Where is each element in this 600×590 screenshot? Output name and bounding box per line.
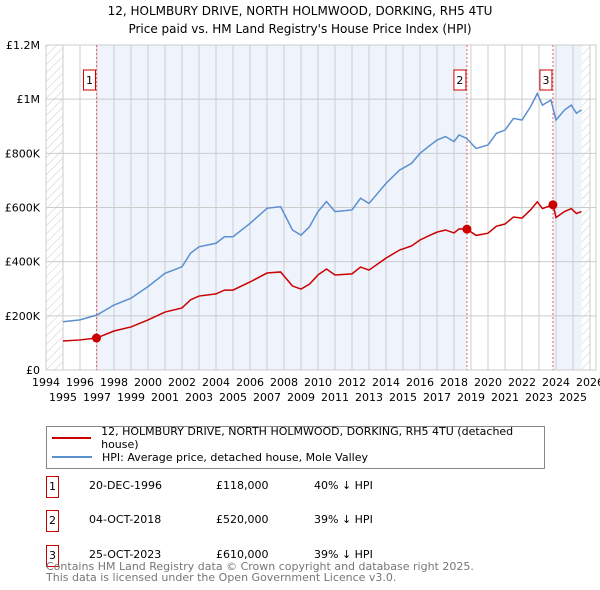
footer: Contains HM Land Registry data © Crown c… [46,561,474,583]
price-chart: 1994 1995 1996 1997 1998 1999 2000 2001 2002 2003… [5,39,600,404]
legend-label: 12, HOLMBURY DRIVE, NORTH HOLMWOOD, DORK… [101,425,514,451]
y-tick-label: £400K [5,256,41,269]
legend: 12, HOLMBURY DRIVE, NORTH HOLMWOOD, DORK… [46,425,545,469]
x-tick-label: 2014 [372,376,400,389]
x-tick-label: 2005 [219,391,247,404]
transaction-price: £118,000 [216,479,269,492]
transaction-row: 3 25-OCT-2023 £610,000 39% ↓ HPI [46,545,546,567]
y-tick-label: £200K [5,310,41,323]
x-tick-label: 2016 [406,376,434,389]
legend-item-hpi: HPI: Average price, detached house, Mole… [52,449,368,465]
x-tick-label: 2015 [389,391,417,404]
sale-point [91,333,101,343]
sale-label-box [453,69,467,91]
legend-item-property: 12, HOLMBURY DRIVE, NORTH HOLMWOOD, DORK… [52,425,544,451]
x-tick-label: 2024 [542,376,570,389]
x-tick-label: 2021 [491,391,519,404]
legend-label: HPI: Average price, detached house, Mole… [102,450,368,464]
x-tick-label: 2010 [304,376,332,389]
x-tick-label: 2009 [287,391,315,404]
footer-licence: This data is licensed under the Open Gov… [46,571,397,584]
transaction-price: £520,000 [216,513,269,526]
x-tick-label: 1994 [32,376,60,389]
chart-subtitle: Price paid vs. HM Land Registry's House … [128,22,472,36]
transaction-price: £610,000 [216,548,269,561]
x-tick-label: 2008 [270,376,298,389]
y-tick-label: £800K [5,147,41,160]
x-tick-label: 2000 [134,376,162,389]
chart-title: 12, HOLMBURY DRIVE, NORTH HOLMWOOD, DORK… [107,4,493,18]
transaction-row: 1 20-DEC-1996 £118,000 40% ↓ HPI [46,476,546,498]
x-tick-label: 1997 [83,391,111,404]
x-tick-label: 1998 [100,376,128,389]
sale-label: 1 [86,74,93,87]
series-line [62,91,582,323]
y-tick-label: £0 [26,364,40,377]
series-line [62,200,582,342]
transaction-row: 2 04-OCT-2018 £520,000 39% ↓ HPI [46,510,546,532]
transaction-hpi: 39% ↓ HPI [314,548,373,561]
x-tick-label: 2012 [338,376,366,389]
x-tick-label: 2022 [508,376,536,389]
x-tick-label: 1995 [49,391,77,404]
sale-point [462,224,472,234]
x-tick-label: 2019 [457,391,485,404]
sale-label-box [539,69,553,91]
transaction-date: 25-OCT-2023 [89,548,162,561]
legend-swatch-red [52,437,92,439]
footer-copyright: Contains HM Land Registry data © Crown c… [46,560,474,573]
transaction-badge: 2 [46,510,59,532]
transaction-hpi: 39% ↓ HPI [314,513,373,526]
x-tick-label: 1999 [117,391,145,404]
transaction-badge: 3 [46,545,59,567]
transaction-hpi: 40% ↓ HPI [314,479,373,492]
x-tick-label: 2026 [576,376,600,389]
x-tick-label: 2003 [185,391,213,404]
x-tick-label: 2018 [440,376,468,389]
transaction-badge: 1 [46,476,59,498]
sale-label: 3 [542,74,549,87]
x-tick-label: 2002 [168,376,196,389]
x-tick-label: 2007 [253,391,281,404]
sale-label-box [82,69,96,91]
x-tick-label: 2017 [423,391,451,404]
x-tick-label: 2023 [525,391,553,404]
y-tick-label: £1M [17,93,41,106]
plot-border [45,44,597,371]
x-tick-label: 2001 [151,391,179,404]
x-tick-label: 1996 [66,376,94,389]
sale-point [548,200,558,210]
x-tick-label: 2020 [474,376,502,389]
transaction-date: 20-DEC-1996 [89,479,163,492]
x-tick-label: 2004 [202,376,230,389]
x-tick-label: 2011 [321,391,349,404]
legend-swatch-blue [52,456,92,458]
x-tick-label: 2013 [355,391,383,404]
transaction-date: 04-OCT-2018 [89,513,162,526]
y-tick-label: £600K [5,202,41,215]
x-tick-label: 2006 [236,376,264,389]
sale-label: 2 [456,74,463,87]
x-tick-label: 2025 [559,391,587,404]
y-tick-label: £1.2M [6,39,40,52]
